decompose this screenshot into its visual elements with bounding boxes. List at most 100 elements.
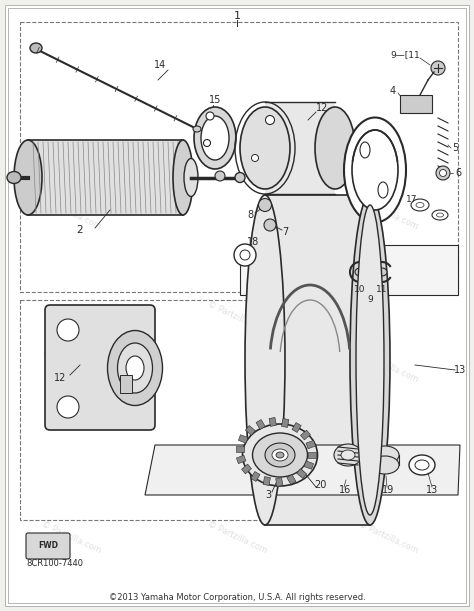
Ellipse shape	[243, 424, 318, 486]
Polygon shape	[145, 445, 460, 495]
Ellipse shape	[416, 202, 424, 208]
Text: 14: 14	[154, 60, 166, 70]
Text: © Partzilla.com: © Partzilla.com	[40, 349, 102, 384]
Ellipse shape	[371, 456, 399, 474]
Ellipse shape	[126, 356, 144, 380]
Text: 6: 6	[455, 168, 461, 178]
Text: 9—[11: 9—[11	[390, 51, 420, 59]
Ellipse shape	[265, 443, 295, 467]
Text: 15: 15	[209, 95, 221, 105]
Bar	[276, 478, 283, 486]
Ellipse shape	[184, 158, 198, 197]
Ellipse shape	[356, 205, 384, 515]
Ellipse shape	[377, 268, 387, 276]
Bar	[304, 461, 314, 469]
Bar	[400, 95, 432, 113]
Ellipse shape	[415, 460, 429, 470]
Text: © Partzilla.com: © Partzilla.com	[357, 196, 420, 232]
Ellipse shape	[253, 433, 308, 477]
Ellipse shape	[409, 455, 435, 475]
Bar	[237, 455, 246, 464]
Ellipse shape	[436, 166, 450, 180]
Text: 12: 12	[54, 373, 66, 383]
Bar	[246, 425, 255, 435]
Ellipse shape	[439, 169, 447, 177]
Bar	[241, 464, 252, 474]
Polygon shape	[265, 195, 370, 525]
Ellipse shape	[378, 182, 388, 198]
Bar	[292, 423, 301, 433]
Ellipse shape	[193, 126, 201, 132]
Ellipse shape	[431, 61, 445, 75]
Bar	[301, 430, 310, 440]
Text: 12: 12	[316, 103, 328, 113]
Ellipse shape	[258, 199, 272, 211]
Text: 11: 11	[376, 285, 388, 295]
Polygon shape	[28, 140, 183, 215]
Ellipse shape	[245, 195, 285, 525]
Text: 20: 20	[314, 480, 326, 490]
Bar	[251, 472, 260, 481]
Ellipse shape	[206, 112, 214, 120]
Bar	[282, 419, 289, 428]
Bar	[120, 375, 132, 393]
FancyBboxPatch shape	[26, 533, 70, 559]
Text: 8: 8	[247, 210, 253, 220]
Text: 7: 7	[282, 227, 288, 237]
Polygon shape	[265, 102, 335, 194]
Ellipse shape	[118, 343, 153, 393]
Ellipse shape	[272, 449, 288, 461]
Ellipse shape	[173, 140, 193, 215]
Text: © Partzilla.com: © Partzilla.com	[40, 520, 102, 555]
Text: © Partzilla.com: © Partzilla.com	[357, 349, 420, 384]
Ellipse shape	[411, 199, 429, 211]
Ellipse shape	[334, 444, 362, 466]
Text: 13: 13	[454, 365, 466, 375]
Ellipse shape	[252, 155, 258, 161]
Text: 19: 19	[382, 485, 394, 495]
Bar	[297, 469, 307, 478]
Text: 13: 13	[426, 485, 438, 495]
Ellipse shape	[355, 268, 365, 276]
Text: © Partzilla.com: © Partzilla.com	[40, 196, 102, 232]
Ellipse shape	[437, 213, 444, 217]
Ellipse shape	[235, 172, 245, 183]
FancyBboxPatch shape	[45, 305, 155, 430]
Ellipse shape	[215, 171, 225, 181]
Ellipse shape	[344, 117, 406, 222]
Text: 2: 2	[77, 225, 83, 235]
Ellipse shape	[7, 172, 21, 183]
Ellipse shape	[240, 250, 250, 260]
Ellipse shape	[201, 116, 229, 160]
Ellipse shape	[57, 396, 79, 418]
Ellipse shape	[234, 244, 256, 266]
Text: ©2013 Yamaha Motor Corporation, U.S.A. All rights reserved.: ©2013 Yamaha Motor Corporation, U.S.A. A…	[109, 593, 365, 601]
Bar	[306, 441, 316, 448]
Ellipse shape	[432, 210, 448, 220]
Ellipse shape	[240, 107, 290, 189]
Text: 16: 16	[339, 485, 351, 495]
Text: 1: 1	[234, 11, 240, 21]
Ellipse shape	[203, 139, 210, 147]
Bar	[287, 475, 296, 485]
Bar	[263, 477, 271, 486]
Text: 4: 4	[390, 86, 396, 96]
Bar	[238, 435, 248, 443]
Text: 5: 5	[452, 143, 458, 153]
Text: 10: 10	[354, 285, 366, 295]
Text: © Partzilla.com: © Partzilla.com	[357, 520, 420, 555]
Bar	[236, 446, 244, 452]
Text: © Partzilla.com: © Partzilla.com	[206, 300, 268, 335]
Ellipse shape	[265, 115, 274, 125]
Ellipse shape	[276, 452, 284, 458]
Ellipse shape	[30, 43, 42, 53]
Text: 8CR100-7440: 8CR100-7440	[27, 558, 83, 568]
Text: 3: 3	[265, 490, 271, 500]
Ellipse shape	[341, 450, 355, 460]
Ellipse shape	[14, 140, 42, 215]
Ellipse shape	[350, 195, 390, 525]
Ellipse shape	[352, 130, 398, 210]
Text: 9: 9	[367, 296, 373, 304]
Ellipse shape	[315, 107, 355, 189]
Bar	[269, 417, 276, 426]
